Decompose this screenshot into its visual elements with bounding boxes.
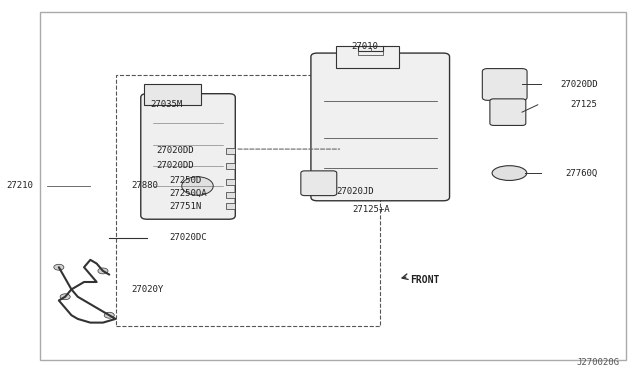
Text: 27210: 27210 bbox=[7, 182, 34, 190]
Text: 27250QA: 27250QA bbox=[169, 189, 207, 198]
Circle shape bbox=[98, 268, 108, 274]
Text: J270020G: J270020G bbox=[577, 358, 620, 367]
Circle shape bbox=[104, 312, 115, 318]
Bar bbox=[116, 75, 380, 326]
FancyBboxPatch shape bbox=[141, 94, 236, 219]
Text: 27020JD: 27020JD bbox=[336, 187, 374, 196]
FancyBboxPatch shape bbox=[301, 171, 337, 196]
FancyBboxPatch shape bbox=[311, 53, 449, 201]
Bar bbox=[226, 192, 236, 198]
Bar bbox=[144, 84, 200, 105]
Bar bbox=[226, 203, 236, 209]
Text: 27020DD: 27020DD bbox=[157, 161, 194, 170]
Text: 27010: 27010 bbox=[351, 42, 378, 51]
Text: 27020DD: 27020DD bbox=[157, 147, 194, 155]
Text: 27760Q: 27760Q bbox=[565, 169, 598, 177]
Circle shape bbox=[60, 294, 70, 300]
Circle shape bbox=[54, 264, 64, 270]
Text: 27020DD: 27020DD bbox=[560, 80, 598, 89]
Text: 27125+A: 27125+A bbox=[352, 205, 390, 215]
Circle shape bbox=[182, 177, 213, 195]
FancyBboxPatch shape bbox=[490, 99, 526, 125]
Bar bbox=[226, 179, 236, 185]
Bar bbox=[336, 46, 399, 68]
Text: 27880: 27880 bbox=[131, 182, 158, 190]
Text: 27035M: 27035M bbox=[150, 100, 182, 109]
Text: 27250D: 27250D bbox=[169, 176, 202, 185]
FancyBboxPatch shape bbox=[483, 68, 527, 100]
Text: 27020Y: 27020Y bbox=[131, 285, 164, 294]
Text: 27751N: 27751N bbox=[169, 202, 202, 211]
Text: 27020DC: 27020DC bbox=[169, 233, 207, 242]
Text: 27125: 27125 bbox=[571, 100, 598, 109]
Ellipse shape bbox=[492, 166, 527, 180]
Text: FRONT: FRONT bbox=[410, 275, 440, 285]
Bar bbox=[226, 163, 236, 169]
Bar bbox=[226, 148, 236, 154]
